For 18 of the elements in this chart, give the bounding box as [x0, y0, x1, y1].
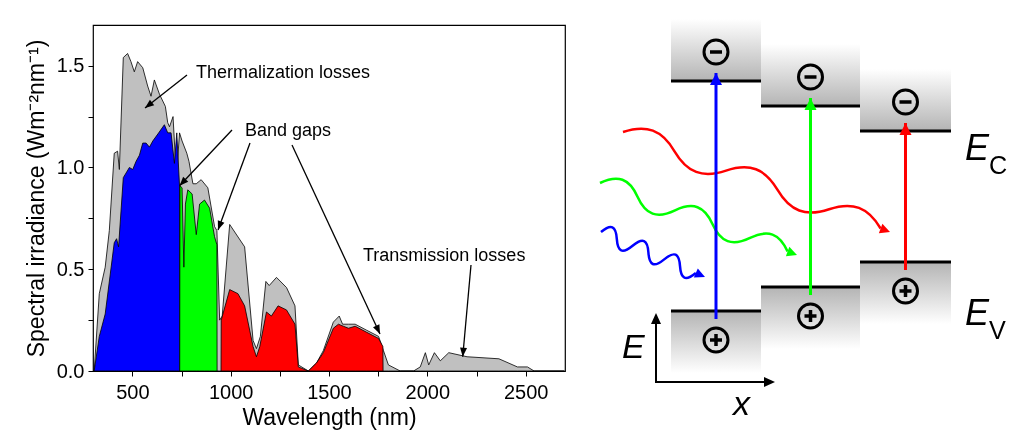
- text: E$_{C}$: [965, 127, 1008, 179]
- y-tick-label: 0.0: [56, 359, 85, 382]
- x-tick-label: 500: [116, 380, 150, 403]
- x-axis-title: Wavelength (nm): [242, 403, 417, 430]
- x-tick-label: 1000: [208, 380, 254, 403]
- text: x: [731, 384, 751, 422]
- annotation: Band gaps: [245, 120, 332, 140]
- y-tick-label: 1.0: [56, 155, 85, 178]
- annotation: Thermalization losses: [196, 62, 371, 82]
- y-tick-label: 1.5: [56, 54, 85, 77]
- x-tick-label: 2000: [405, 380, 451, 403]
- text: E$_{V}$: [965, 292, 1007, 344]
- x-tick-label: 1500: [307, 380, 352, 403]
- y-axis-title: Spectral irradiance (Wm⁻²nm⁻¹): [22, 39, 49, 358]
- annotation: Transmission losses: [363, 245, 526, 265]
- text: E: [622, 327, 645, 365]
- y-tick-label: 0.5: [56, 257, 85, 280]
- x-tick-label: 2500: [503, 380, 549, 403]
